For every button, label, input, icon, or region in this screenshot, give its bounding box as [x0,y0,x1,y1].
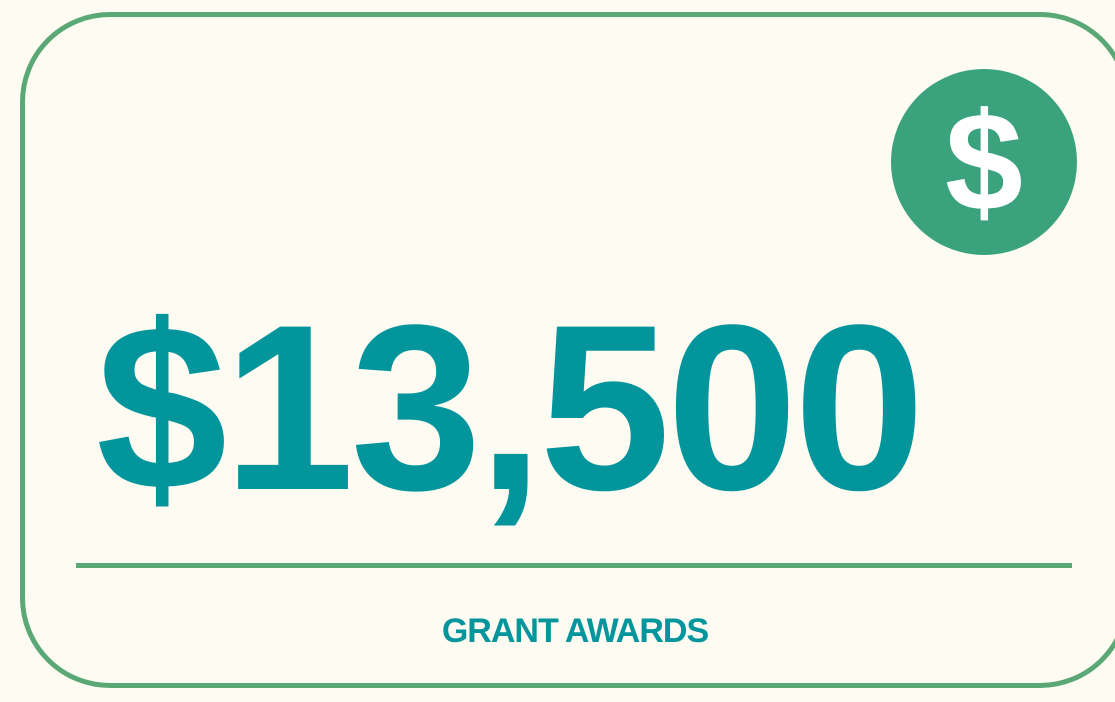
amount: $13,500 [96,276,925,540]
divider [76,563,1072,568]
dollar-icon: $ [891,69,1077,255]
label: GRANT AWARDS [441,612,709,650]
